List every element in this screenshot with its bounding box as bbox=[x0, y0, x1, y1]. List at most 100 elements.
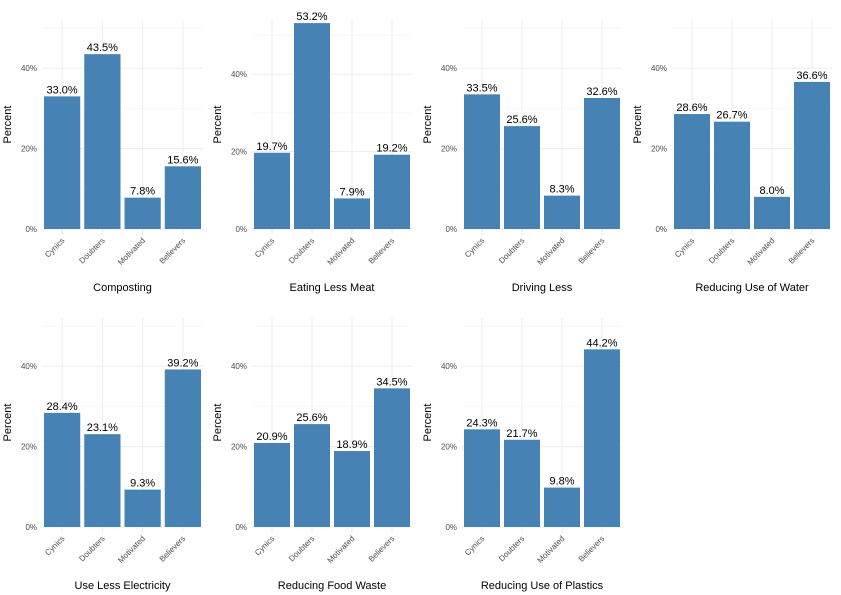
bar-cynics bbox=[254, 442, 290, 527]
x-axis-title: Eating Less Meat bbox=[290, 282, 375, 294]
y-axis-title: Percent bbox=[422, 106, 434, 144]
y-axis-title: Percent bbox=[2, 404, 14, 442]
y-tick-label: 40% bbox=[231, 70, 247, 79]
x-axis-title: Reducing Use of Plastics bbox=[481, 580, 604, 592]
value-label: 33.5% bbox=[466, 82, 497, 94]
bar-motivated bbox=[334, 451, 370, 527]
y-axis-title: Percent bbox=[632, 106, 644, 144]
panel-eating-less-meat: 0% 20% 40% 19.7% Cynics 53.2% Doubters 7.9% Moti… bbox=[212, 11, 412, 294]
y-tick-label: 20% bbox=[231, 148, 247, 157]
x-tick-label: Motivated bbox=[326, 534, 357, 565]
x-tick-label: Doubters bbox=[497, 534, 526, 563]
value-label: 21.7% bbox=[506, 428, 537, 440]
y-tick-label: 40% bbox=[21, 64, 37, 73]
value-label: 8.3% bbox=[549, 184, 574, 196]
x-tick-label: Believers bbox=[367, 534, 397, 564]
value-label: 39.2% bbox=[167, 357, 198, 369]
x-tick-label: Cynics bbox=[673, 236, 696, 259]
x-tick-label: Cynics bbox=[253, 534, 276, 557]
x-axis-title: Use Less Electricity bbox=[75, 580, 171, 592]
y-tick-label: 0% bbox=[655, 225, 667, 234]
value-label: 28.6% bbox=[676, 102, 707, 114]
bar-believers bbox=[374, 388, 410, 527]
bar-motivated bbox=[334, 198, 370, 229]
value-label: 7.9% bbox=[339, 186, 364, 198]
x-tick-label: Believers bbox=[158, 236, 188, 266]
x-tick-label: Doubters bbox=[77, 236, 106, 265]
bar-cynics bbox=[464, 429, 500, 527]
y-tick-label: 0% bbox=[235, 225, 247, 234]
value-label: 18.9% bbox=[336, 439, 367, 451]
bar-motivated bbox=[754, 196, 790, 229]
bar-cynics bbox=[44, 412, 81, 527]
bar-doubters bbox=[294, 23, 330, 229]
x-tick-label: Motivated bbox=[326, 236, 357, 267]
x-tick-label: Cynics bbox=[463, 534, 486, 557]
y-tick-label: 20% bbox=[441, 443, 457, 452]
value-label: 7.8% bbox=[130, 186, 155, 198]
y-tick-label: 20% bbox=[21, 145, 37, 154]
x-tick-label: Doubters bbox=[77, 534, 106, 563]
y-axis-title: Percent bbox=[212, 106, 224, 144]
bar-motivated bbox=[544, 487, 580, 527]
y-tick-label: 20% bbox=[21, 443, 37, 452]
value-label: 9.8% bbox=[549, 476, 574, 488]
y-tick-label: 0% bbox=[25, 225, 37, 234]
x-tick-label: Believers bbox=[577, 236, 607, 266]
bar-doubters bbox=[294, 424, 330, 527]
x-tick-label: Doubters bbox=[497, 236, 526, 265]
x-tick-label: Believers bbox=[158, 534, 188, 564]
x-tick-label: Cynics bbox=[43, 236, 66, 259]
x-tick-label: Doubters bbox=[707, 236, 736, 265]
value-label: 24.3% bbox=[466, 417, 497, 429]
y-axis-title: Percent bbox=[212, 404, 224, 442]
x-tick-label: Doubters bbox=[287, 236, 316, 265]
bar-believers bbox=[374, 154, 410, 229]
value-label: 25.6% bbox=[296, 412, 327, 424]
y-tick-label: 0% bbox=[25, 523, 37, 532]
bar-believers bbox=[584, 97, 620, 229]
y-tick-label: 0% bbox=[235, 523, 247, 532]
x-axis-title: Driving Less bbox=[512, 282, 573, 294]
y-tick-label: 40% bbox=[441, 362, 457, 371]
value-label: 44.2% bbox=[586, 337, 617, 349]
x-tick-label: Cynics bbox=[463, 236, 486, 259]
value-label: 32.6% bbox=[586, 86, 617, 98]
bar-motivated bbox=[124, 489, 161, 527]
value-label: 19.7% bbox=[256, 141, 287, 153]
x-tick-label: Cynics bbox=[253, 236, 276, 259]
panel-use-less-electricity: 0% 20% 40% 28.4% Cynics 23.1% Doubters 9.3% Moti… bbox=[2, 318, 203, 592]
value-label: 15.6% bbox=[167, 154, 198, 166]
panel-reducing-food-waste: 0% 20% 40% 20.9% Cynics 25.6% Doubters 18.9% Mot… bbox=[212, 318, 412, 592]
bar-cynics bbox=[464, 94, 500, 229]
value-label: 9.3% bbox=[130, 478, 155, 490]
value-label: 25.6% bbox=[506, 114, 537, 126]
y-tick-label: 0% bbox=[445, 523, 457, 532]
bar-believers bbox=[164, 166, 201, 229]
bar-motivated bbox=[124, 197, 161, 229]
value-label: 43.5% bbox=[87, 42, 118, 54]
value-label: 34.5% bbox=[376, 376, 407, 388]
panel-reducing-use-of-plastics: 0% 20% 40% 24.3% Cynics 21.7% Doubters 9.8% Moti… bbox=[422, 318, 622, 592]
y-tick-label: 40% bbox=[651, 64, 667, 73]
x-tick-label: Cynics bbox=[43, 534, 66, 557]
y-tick-label: 20% bbox=[441, 145, 457, 154]
x-tick-label: Believers bbox=[577, 534, 607, 564]
value-label: 8.0% bbox=[759, 185, 784, 197]
x-tick-label: Believers bbox=[787, 236, 817, 266]
bar-motivated bbox=[544, 195, 580, 229]
bar-doubters bbox=[504, 126, 540, 229]
x-tick-label: Motivated bbox=[536, 236, 567, 267]
value-label: 19.2% bbox=[376, 143, 407, 155]
y-axis-title: Percent bbox=[2, 106, 14, 144]
y-tick-label: 20% bbox=[651, 145, 667, 154]
x-axis-title: Reducing Food Waste bbox=[278, 580, 386, 592]
bar-believers bbox=[584, 349, 620, 527]
panel-reducing-use-of-water: 0% 20% 40% 28.6% Cynics 26.7% Doubters 8.0% Moti… bbox=[632, 20, 832, 294]
x-tick-label: Motivated bbox=[116, 236, 147, 267]
value-label: 23.1% bbox=[87, 422, 118, 434]
bar-cynics bbox=[44, 96, 81, 229]
x-tick-label: Believers bbox=[367, 236, 397, 266]
x-tick-label: Doubters bbox=[287, 534, 316, 563]
